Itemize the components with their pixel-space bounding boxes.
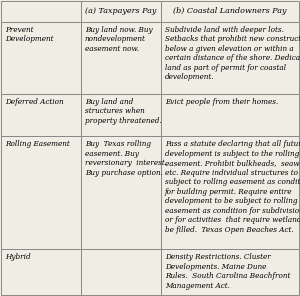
Text: Buy  Texas rolling
easement. Buy
reversionary  interest.
Buy purchase option.: Buy Texas rolling easement. Buy reversio…	[85, 140, 167, 177]
Bar	[81, 94, 161, 136]
Text: Buy land and
structures when
property threatened.: Buy land and structures when property th…	[85, 98, 161, 125]
Text: Pass a statute declaring that all future
development is subject to the rolling
e: Pass a statute declaring that all future…	[165, 140, 300, 234]
Text: Prevent
Development: Prevent Development	[5, 25, 53, 43]
Bar	[81, 250, 161, 295]
Bar	[161, 1, 299, 22]
Text: Buy land now. Buy
nondevelopment
easement now.: Buy land now. Buy nondevelopment easemen…	[85, 25, 152, 53]
Text: (b) Coastal Landowners Pay: (b) Coastal Landowners Pay	[173, 7, 286, 15]
Bar	[161, 136, 299, 250]
Bar	[1, 1, 81, 22]
Bar	[161, 94, 299, 136]
Text: Hybrid: Hybrid	[5, 253, 31, 261]
Bar	[1, 94, 81, 136]
Text: Rolling Easement: Rolling Easement	[5, 140, 70, 148]
Text: Evict people from their homes.: Evict people from their homes.	[165, 98, 278, 106]
Text: Deferred Action: Deferred Action	[5, 98, 64, 106]
Bar	[81, 136, 161, 250]
Bar	[81, 22, 161, 94]
Bar	[1, 136, 81, 250]
Text: Density Restrictions. Cluster
Developments. Maine Dune
Rules.  South Carolina Be: Density Restrictions. Cluster Developmen…	[165, 253, 290, 290]
Bar	[81, 1, 161, 22]
Text: (a) Taxpayers Pay: (a) Taxpayers Pay	[85, 7, 157, 15]
Bar	[1, 250, 81, 295]
Text: Subdivide land with deeper lots.
Setbacks that prohibit new construction
below a: Subdivide land with deeper lots. Setback…	[165, 25, 300, 81]
Bar	[161, 250, 299, 295]
Bar	[1, 22, 81, 94]
Bar	[161, 22, 299, 94]
